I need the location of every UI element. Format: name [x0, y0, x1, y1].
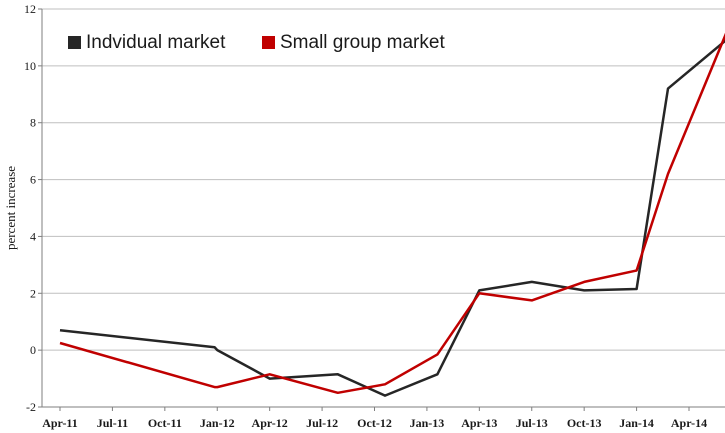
- y-tick-labels: -2 0 2 4 6 8 10 12: [24, 2, 36, 414]
- x-tick-label: Apr-12: [252, 416, 288, 430]
- x-tick-label: Oct-13: [567, 416, 602, 430]
- y-tick-label: 10: [24, 59, 36, 73]
- x-tick-label: Jul-12: [306, 416, 338, 430]
- x-tick-label: Jan-14: [619, 416, 654, 430]
- legend-label-1: Indvidual market: [86, 32, 226, 53]
- x-tick-label: Jan-13: [410, 416, 445, 430]
- x-tick-label: Apr-14: [671, 416, 707, 430]
- legend-swatch-1: [68, 36, 81, 49]
- x-tick-label: Oct-12: [357, 416, 392, 430]
- y-tick-label: 6: [30, 173, 36, 187]
- y-tick-label: 12: [24, 2, 36, 16]
- x-tick-label: Jan-12: [200, 416, 235, 430]
- y-tick-label: -2: [26, 400, 36, 414]
- legend-swatch-2: [262, 36, 275, 49]
- series-lines: [59, 32, 725, 397]
- x-tick-label: Jul-13: [516, 416, 548, 430]
- x-tick-label: Oct-11: [148, 416, 182, 430]
- y-tick-label: 8: [30, 116, 36, 130]
- y-axis-label: percent increase: [3, 166, 18, 250]
- x-tick-label: Apr-13: [461, 416, 497, 430]
- legend-label-2: Small group market: [280, 32, 445, 53]
- x-tick-label: Apr-11: [42, 416, 78, 430]
- x-tick-label: Jul-11: [97, 416, 128, 430]
- y-tick-label: 2: [30, 286, 36, 300]
- legend: Indvidual market Small group market: [68, 32, 445, 53]
- x-tick-labels: Apr-11 Jul-11 Oct-11 Jan-12 Apr-12 Jul-12 Oct-…: [42, 416, 707, 430]
- axes: [38, 8, 725, 411]
- series-line-1: [59, 39, 725, 397]
- y-tick-label: 4: [30, 229, 36, 243]
- y-tick-label: 0: [30, 343, 36, 357]
- series-line-2: [59, 32, 725, 395]
- gridlines: [42, 8, 725, 408]
